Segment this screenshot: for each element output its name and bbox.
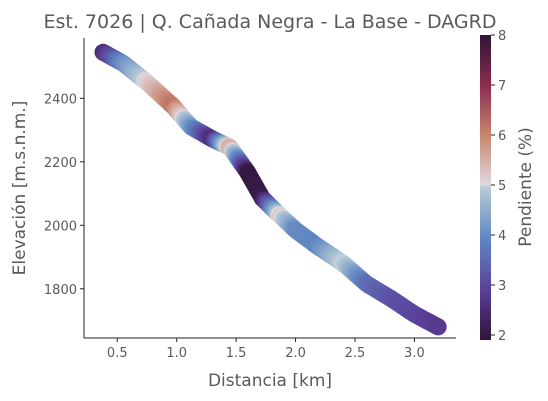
y-axis-label: Elevación [m.s.n.m.] [10, 101, 30, 276]
colorbar [480, 35, 491, 340]
x-tick-label: 1.0 [166, 346, 187, 361]
colorbar-tick-label: 4 [498, 229, 506, 244]
profile-point [429, 318, 447, 336]
profile-points [94, 43, 447, 336]
x-ticks: 0.5 1.0 1.5 2.0 2.5 3.0 [107, 338, 425, 361]
y-tick-label: 2000 [44, 219, 77, 234]
y-tick-label: 2200 [44, 156, 77, 171]
x-axis-label: Distancia [km] [208, 371, 332, 391]
y-tick-label: 1800 [44, 283, 77, 298]
x-tick-label: 0.5 [107, 346, 128, 361]
chart-title: Est. 7026 | Q. Cañada Negra - La Base - … [44, 11, 497, 33]
colorbar-tick-label: 8 [498, 29, 506, 44]
axes [83, 38, 456, 339]
y-tick-label: 2400 [44, 92, 77, 107]
colorbar-tick-label: 3 [498, 279, 506, 294]
colorbar-tick-label: 2 [498, 329, 506, 344]
colorbar-tick-label: 5 [498, 179, 506, 194]
colorbar-tick-label: 7 [498, 79, 506, 94]
x-tick-label: 3.0 [404, 346, 425, 361]
x-tick-label: 2.5 [345, 346, 366, 361]
x-tick-label: 1.5 [226, 346, 247, 361]
colorbar-label: Pendiente (%) [516, 127, 536, 247]
colorbar-tick-label: 6 [498, 129, 506, 144]
colorbar-ticks: 2 3 4 5 6 7 8 [491, 29, 506, 344]
x-tick-label: 2.0 [285, 346, 306, 361]
y-ticks: 1800 2000 2200 2400 [44, 92, 84, 298]
